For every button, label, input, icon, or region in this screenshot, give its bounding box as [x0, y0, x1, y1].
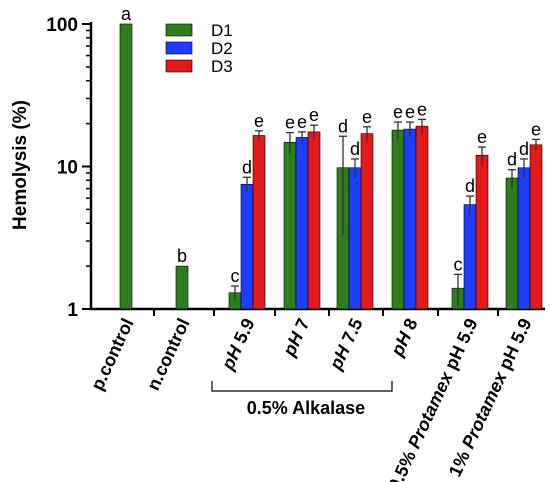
significance-letter: d [465, 176, 475, 196]
significance-letter: e [309, 105, 319, 125]
error-bars-layer [231, 118, 540, 306]
significance-letter: e [405, 102, 415, 122]
bar-D1-ph7 [283, 141, 297, 310]
legend-label-D2: D2 [211, 39, 233, 58]
group-label: 0.5% Alkalase [247, 398, 365, 418]
significance-letter: e [393, 102, 403, 122]
x-tick-label-ph59: pH 5.9 [217, 315, 258, 373]
bar-D3-ph8 [415, 125, 429, 310]
bar-D2-ph7 [295, 137, 309, 310]
legend-swatch-D1 [165, 23, 193, 37]
bar-D3-ph7 [307, 131, 321, 310]
significance-letter: c [231, 266, 240, 286]
significance-letter: d [507, 150, 517, 170]
y-tick-label: 10 [57, 158, 78, 179]
legend-label-D1: D1 [211, 21, 233, 40]
y-tick-label: 100 [46, 15, 78, 36]
y-axis-label: Hemolysis (%) [10, 100, 31, 230]
x-tick-label-ncontrol: n.control [143, 315, 194, 393]
significance-letter: a [121, 4, 132, 24]
bar-D3-prot1 [529, 144, 543, 310]
x-tick-label-ph8: pH 8 [387, 315, 422, 360]
x-tick-label-ph7: pH 7 [279, 315, 314, 360]
bar-D1-prot1 [505, 177, 519, 310]
significance-letter: e [254, 111, 264, 131]
bar-D3-ph59 [252, 135, 266, 310]
bar-D3-ph75 [360, 133, 374, 310]
bar-D1-ncontrol [175, 265, 189, 310]
bar-D1-ph8 [391, 129, 405, 310]
bar-D2-ph59 [240, 184, 254, 310]
significance-letter: e [362, 107, 372, 127]
significance-letter: e [297, 112, 307, 132]
significance-letter: d [350, 139, 360, 159]
y-tick-label: 1 [67, 300, 78, 321]
significance-letter: d [519, 139, 529, 159]
significance-letter: e [531, 119, 541, 139]
legend-swatch-D3 [165, 59, 193, 73]
bar-D2-prot1 [517, 167, 531, 310]
significance-letter: d [242, 157, 252, 177]
significance-letter: e [285, 113, 295, 133]
bars-layer [119, 23, 543, 310]
bar-D2-prot05 [463, 204, 477, 310]
significance-letter: e [417, 99, 427, 119]
bar-D3-prot05 [475, 154, 489, 310]
bracket-line [211, 381, 393, 392]
significance-letter: d [338, 116, 348, 136]
bar-D2-ph8 [403, 128, 417, 310]
x-tick-label-ph75: pH 7.5 [325, 315, 366, 373]
group-bracket: 0.5% Alkalase [211, 381, 393, 418]
bar-D2-ph75 [348, 167, 362, 310]
legend-swatch-D2 [165, 41, 193, 55]
significance-letter: c [454, 254, 463, 274]
significance-letter: e [477, 127, 487, 147]
significance-letter: b [177, 246, 187, 266]
x-tick-label-pcontrol: p.control [87, 315, 138, 393]
bar-D1-pcontrol [119, 23, 133, 310]
legend-label-D3: D3 [211, 57, 233, 76]
